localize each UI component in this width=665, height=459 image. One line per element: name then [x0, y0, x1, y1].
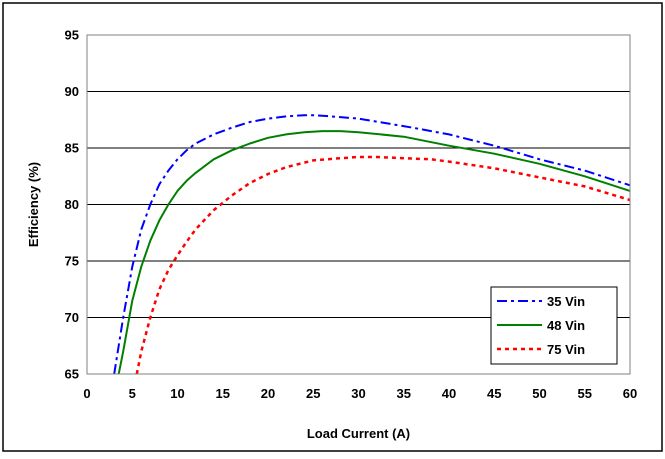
- x-tick-label: 20: [261, 386, 275, 401]
- legend-label: 48 Vin: [547, 318, 585, 333]
- y-tick-label: 80: [65, 197, 79, 212]
- x-tick-label: 50: [532, 386, 546, 401]
- plot-area-border: [86, 34, 631, 375]
- y-tick-label: 70: [65, 310, 79, 325]
- outer-border: [2, 2, 663, 452]
- x-tick-label: 10: [170, 386, 184, 401]
- y-tick-label: 95: [65, 28, 79, 43]
- x-tick-label: 45: [487, 386, 501, 401]
- series-lines: [113, 114, 631, 375]
- y-tick-label: 90: [65, 84, 79, 99]
- x-tick-label: 55: [578, 386, 592, 401]
- x-tick-label: 5: [129, 386, 136, 401]
- legend-label: 75 Vin: [547, 342, 585, 357]
- x-tick-label: 0: [83, 386, 90, 401]
- y-axis-label: Efficiency (%): [26, 162, 41, 247]
- series-line-35-vin: [113, 114, 631, 375]
- x-tick-label: 60: [623, 386, 637, 401]
- axis-tick-labels: 65 70 75 80 85 90 95 0 5 10 15 20 25 30 35 40 45 50 55 60: [65, 28, 638, 402]
- x-tick-label: 35: [397, 386, 411, 401]
- series-line-48-vin: [117, 130, 631, 375]
- series-line-75-vin: [135, 155, 631, 375]
- y-tick-label: 75: [65, 254, 79, 269]
- x-tick-label: 15: [216, 386, 230, 401]
- y-tick-label: 65: [65, 367, 79, 382]
- x-tick-label: 30: [351, 386, 365, 401]
- x-axis-label: Load Current (A): [307, 426, 410, 441]
- legend: 35 Vin 48 Vin 75 Vin: [490, 286, 618, 365]
- legend-label: 35 Vin: [547, 294, 585, 309]
- x-tick-label: 25: [306, 386, 320, 401]
- y-tick-label: 85: [65, 141, 79, 156]
- x-tick-label: 40: [442, 386, 456, 401]
